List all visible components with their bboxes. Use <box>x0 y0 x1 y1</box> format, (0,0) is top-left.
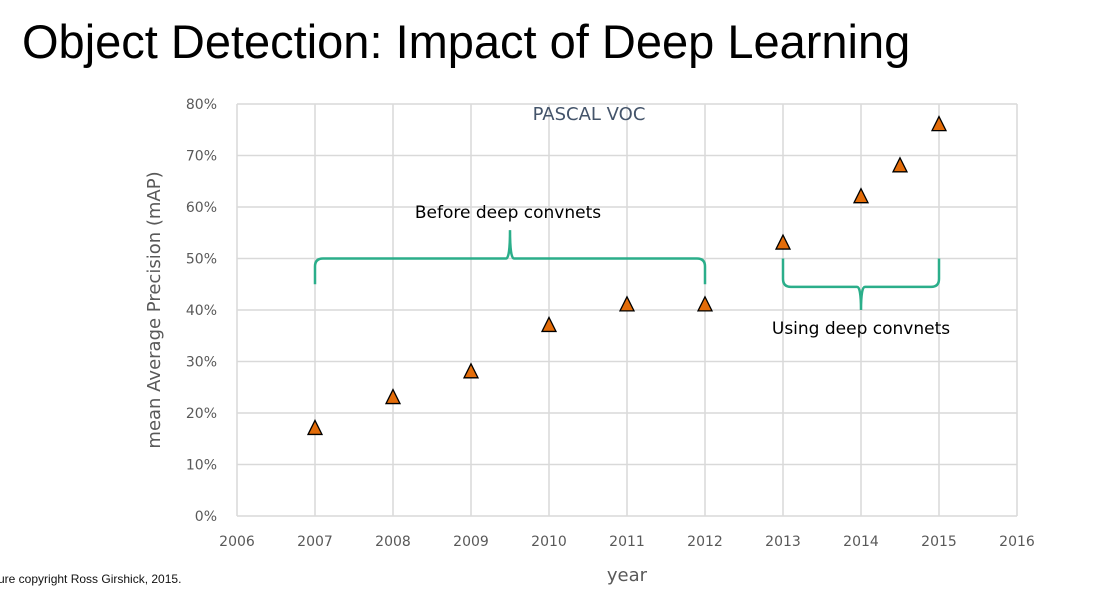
x-tick-label: 2009 <box>453 534 489 550</box>
x-tick-label: 2013 <box>765 534 801 550</box>
copyright-credit: ure copyright Ross Girshick, 2015. <box>0 572 182 586</box>
data-point-triangle <box>891 156 909 173</box>
y-tick-label: 0% <box>195 509 217 525</box>
x-tick-label: 2010 <box>531 534 567 550</box>
data-point-triangle <box>462 362 480 379</box>
x-tick-label: 2012 <box>687 534 723 550</box>
x-tick-label: 2006 <box>219 534 255 550</box>
annotation-using: Using deep convnets <box>772 319 950 339</box>
x-tick-label: 2007 <box>297 534 333 550</box>
y-tick-label: 70% <box>186 149 217 165</box>
y-tick-label: 30% <box>186 355 217 371</box>
x-tick-label: 2011 <box>609 534 645 550</box>
y-tick-label: 40% <box>186 303 217 319</box>
bracket-before <box>313 230 707 285</box>
x-axis-label: year <box>607 565 648 586</box>
y-tick-label: 80% <box>186 97 217 113</box>
x-tick-label: 2016 <box>999 534 1035 550</box>
data-point-triangle <box>540 315 558 333</box>
slide-title: Object Detection: Impact of Deep Learnin… <box>22 15 911 68</box>
data-point-triangle <box>384 388 402 405</box>
y-tick-label: 20% <box>186 406 217 422</box>
bracket-using <box>781 258 941 311</box>
x-tick-label: 2014 <box>843 534 879 550</box>
y-tick-label: 60% <box>186 200 217 216</box>
data-point-triangle <box>618 295 636 312</box>
data-point-triangle <box>930 115 948 132</box>
x-tick-label: 2015 <box>921 534 957 550</box>
data-point-triangle <box>774 233 792 250</box>
x-tick-label: 2008 <box>375 534 411 550</box>
annotation-before: Before deep convnets <box>415 203 601 223</box>
y-axis-label: mean Average Precision (mAP) <box>144 171 165 448</box>
y-tick-label: 50% <box>186 252 217 268</box>
data-point-triangle <box>852 187 870 204</box>
data-point-triangle <box>306 418 324 436</box>
data-point-triangle <box>696 295 714 312</box>
chart-title: PASCAL VOC <box>533 104 646 125</box>
y-tick-label: 10% <box>186 458 217 474</box>
